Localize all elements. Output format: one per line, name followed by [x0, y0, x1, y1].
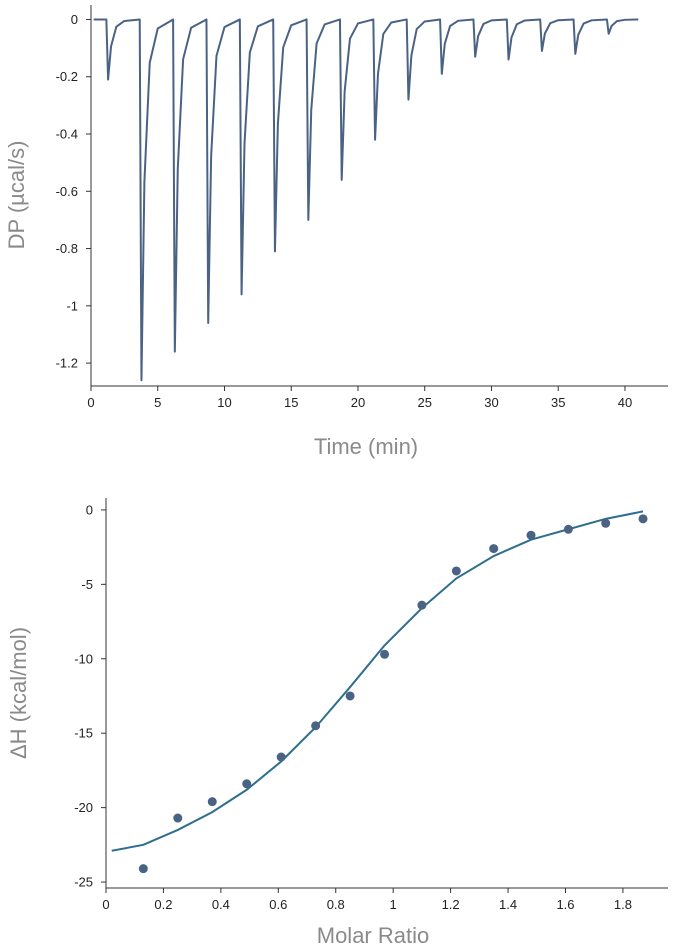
data-point: [276, 752, 286, 762]
isotherm-x-tick-label: 0: [102, 897, 109, 912]
isotherm-x-tick-label: 0.4: [212, 897, 230, 912]
isotherm-x-tick-label: 1: [390, 897, 397, 912]
isotherm-y-tick-label: -15: [74, 726, 93, 741]
data-point: [451, 566, 461, 576]
data-point: [173, 813, 183, 823]
thermogram-x-tick-label: 20: [351, 395, 365, 410]
isotherm-x-axis-title: Molar Ratio: [317, 923, 429, 948]
thermogram-x-tick-label: 25: [417, 395, 431, 410]
thermogram-y-ticks: 0 -0.2 -0.4 -0.6 -0.8 -1 -1.2: [56, 12, 91, 371]
isotherm-plot-area: [111, 510, 648, 874]
isotherm-x-ticks: 0 0.2 0.4 0.6 0.8 1 1.2 1.4 1.6 1.8: [102, 888, 632, 912]
thermogram-y-axis-title: DP (µcal/s): [4, 141, 29, 250]
isotherm-y-ticks: 0 -5 -10 -15 -20 -25: [74, 502, 106, 890]
thermogram-plot-area: [93, 18, 639, 382]
thermogram-x-tick-label: 30: [484, 395, 498, 410]
thermogram-y-tick-label: -1: [66, 298, 78, 313]
thermogram-x-tick-label: 0: [87, 395, 94, 410]
isotherm-y-tick-label: -10: [74, 651, 93, 666]
data-point: [601, 518, 611, 528]
fit-curve: [111, 510, 644, 852]
isotherm-panel: 0 0.2 0.4 0.6 0.8 1 1.2 1.4 1.6 1.8 0 -5 -10 -15 -20 -…: [6, 498, 668, 948]
data-point: [242, 779, 252, 789]
isotherm-x-tick-label: 1.8: [614, 897, 632, 912]
data-point: [207, 797, 217, 807]
data-point: [526, 530, 536, 540]
thermogram-y-tick-label: -0.6: [56, 184, 78, 199]
thermogram-x-ticks: 0 5 10 15 20 25 30 35 40: [87, 386, 632, 410]
thermogram-y-tick-label: -0.8: [56, 241, 78, 256]
thermogram-x-tick-label: 15: [284, 395, 298, 410]
thermogram-y-tick-label: -0.4: [56, 127, 78, 142]
isotherm-y-axis-title: ΔH (kcal/mol): [6, 627, 31, 759]
isotherm-x-tick-label: 1.4: [499, 897, 517, 912]
data-point: [417, 600, 427, 610]
thermogram-x-tick-label: 10: [217, 395, 231, 410]
thermogram-x-tick-label: 5: [154, 395, 161, 410]
data-point: [489, 544, 499, 554]
data-point: [380, 649, 390, 659]
isotherm-y-tick-label: 0: [86, 502, 93, 517]
thermogram-trace: [93, 18, 639, 382]
thermogram-y-tick-label: -0.2: [56, 69, 78, 84]
thermogram-panel: 0 5 10 15 20 25 30 35 40 0 -0.2 -0.4 -0.6 -0.8 -1 -1.2…: [4, 5, 668, 459]
thermogram-y-tick-label: -1.2: [56, 356, 78, 371]
isotherm-x-tick-label: 0.6: [269, 897, 287, 912]
data-point: [311, 721, 321, 731]
thermogram-x-axis-title: Time (min): [314, 434, 418, 459]
data-point: [638, 514, 648, 524]
isotherm-y-tick-label: -20: [74, 800, 93, 815]
thermogram-x-tick-label: 35: [551, 395, 565, 410]
isotherm-x-tick-label: 1.2: [442, 897, 460, 912]
isotherm-x-tick-label: 0.2: [154, 897, 172, 912]
isotherm-x-tick-label: 1.6: [556, 897, 574, 912]
thermogram-x-tick-label: 40: [618, 395, 632, 410]
data-point: [345, 691, 355, 701]
data-point: [563, 524, 573, 534]
isotherm-y-tick-label: -5: [81, 577, 93, 592]
data-point: [138, 864, 148, 874]
thermogram-y-tick-label: 0: [71, 12, 78, 27]
isotherm-x-tick-label: 0.8: [327, 897, 345, 912]
isotherm-y-tick-label: -25: [74, 875, 93, 890]
